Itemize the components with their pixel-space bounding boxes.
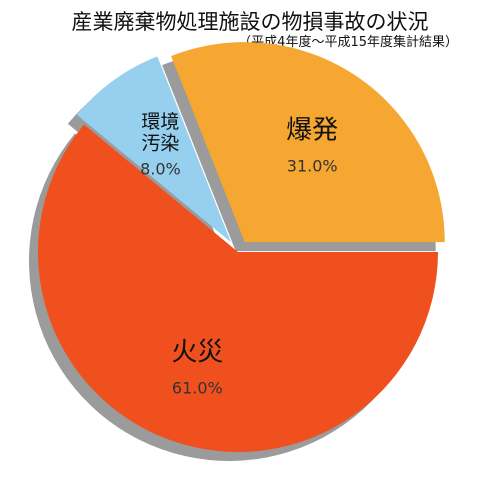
slice-value-0: 31.0% bbox=[287, 156, 338, 175]
pie-slice-0 bbox=[171, 42, 445, 243]
chart-title: 産業廃棄物処理施設の物損事故の状況 bbox=[71, 10, 429, 34]
slice-value-2: 61.0% bbox=[172, 379, 223, 398]
pie-slice-2 bbox=[37, 124, 438, 452]
slice-label-2-0: 火災 bbox=[171, 337, 223, 367]
slice-label-1-1: 汚染 bbox=[141, 132, 179, 154]
slice-label-0-0: 爆発 bbox=[286, 115, 338, 145]
pie-slices bbox=[37, 42, 445, 452]
slice-value-1: 8.0% bbox=[140, 160, 181, 179]
pie-slice-1 bbox=[76, 56, 231, 243]
slice-label-1-0: 環境 bbox=[141, 111, 179, 133]
chart-subtitle: （平成4年度〜平成15年度集計結果） bbox=[238, 35, 458, 50]
